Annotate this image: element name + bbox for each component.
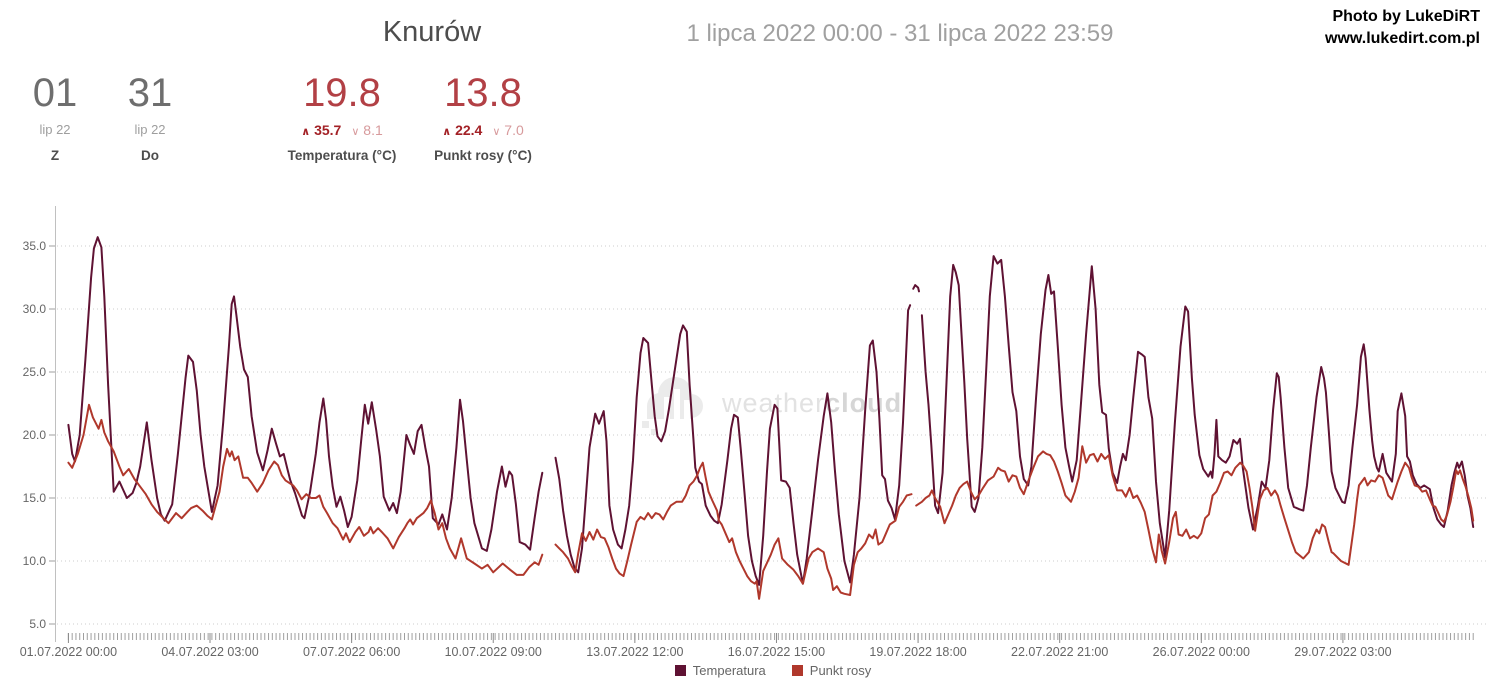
stat-from-day: 01	[32, 71, 78, 115]
max-caret-icon: ∧	[301, 126, 311, 138]
min-caret-icon: ∨	[492, 126, 501, 138]
svg-text:10.07.2022 09:00: 10.07.2022 09:00	[445, 645, 542, 659]
stat-to-date: 31 lip 22 Do	[110, 70, 190, 163]
svg-text:04.07.2022 03:00: 04.07.2022 03:00	[161, 645, 258, 659]
svg-text:01.07.2022 00:00: 01.07.2022 00:00	[20, 645, 117, 659]
svg-text:16.07.2022 15:00: 16.07.2022 15:00	[728, 645, 825, 659]
svg-text:25.0: 25.0	[23, 365, 47, 379]
legend-item-temperature: Temperatura	[674, 663, 766, 678]
date-range: 1 lipca 2022 00:00 - 31 lipca 2022 23:59	[686, 20, 1114, 47]
svg-text:26.07.2022 00:00: 26.07.2022 00:00	[1153, 645, 1250, 659]
svg-text:5.0: 5.0	[29, 617, 46, 631]
photo-credit-url: www.lukedirt.com.pl	[1325, 30, 1480, 47]
svg-text:30.0: 30.0	[23, 302, 47, 316]
svg-text:35.0: 35.0	[23, 239, 47, 253]
photo-credit: Photo by LukeDiRT www.lukedirt.com.pl	[1325, 6, 1480, 50]
dew-point-average-value: 13.8	[444, 71, 522, 115]
legend-dew-point-label: Punkt rosy	[809, 663, 872, 678]
temperature-min-value: 8.1	[363, 122, 383, 138]
dew-point-min-value: 7.0	[504, 122, 524, 138]
svg-text:10.0: 10.0	[23, 554, 47, 568]
svg-text:07.07.2022 06:00: 07.07.2022 06:00	[303, 645, 400, 659]
dew-point-max-value: 22.4	[455, 122, 483, 138]
stat-from-label: Z	[50, 148, 60, 163]
legend-item-dew-point: Punkt rosy	[791, 663, 872, 678]
stat-to-month: lip 22	[134, 122, 166, 137]
max-caret-icon: ∧	[442, 126, 452, 138]
page-title: Knurów	[382, 16, 482, 48]
stat-dew-point-label: Punkt rosy (°C)	[434, 148, 532, 163]
stat-dew-point: 13.8 ∧ 22.4 ∨ 7.0 Punkt rosy (°C)	[393, 70, 573, 163]
photo-credit-line1: Photo by LukeDiRT	[1332, 8, 1480, 25]
svg-text:29.07.2022 03:00: 29.07.2022 03:00	[1294, 645, 1391, 659]
svg-text:13.07.2022 12:00: 13.07.2022 12:00	[586, 645, 683, 659]
stat-temperature-label: Temperatura (°C)	[287, 148, 397, 163]
svg-text:20.0: 20.0	[23, 428, 47, 442]
svg-text:22.07.2022 21:00: 22.07.2022 21:00	[1011, 645, 1108, 659]
stat-from-month: lip 22	[39, 122, 71, 137]
min-caret-icon: ∨	[351, 126, 360, 138]
temperature-swatch-icon	[674, 665, 686, 676]
svg-text:15.0: 15.0	[23, 491, 47, 505]
stat-to-day: 31	[127, 71, 173, 115]
chart-legend: Temperatura Punkt rosy	[0, 663, 1490, 678]
stat-from-date: 01 lip 22 Z	[15, 70, 95, 163]
stat-temperature: 19.8 ∧ 35.7 ∨ 8.1 Temperatura (°C)	[252, 70, 432, 163]
dew-point-swatch-icon	[791, 665, 803, 676]
stat-to-label: Do	[141, 148, 159, 163]
legend-temperature-label: Temperatura	[692, 663, 766, 678]
temperature-average-value: 19.8	[303, 71, 381, 115]
temperature-max-value: 35.7	[314, 122, 342, 138]
svg-text:19.07.2022 18:00: 19.07.2022 18:00	[869, 645, 966, 659]
